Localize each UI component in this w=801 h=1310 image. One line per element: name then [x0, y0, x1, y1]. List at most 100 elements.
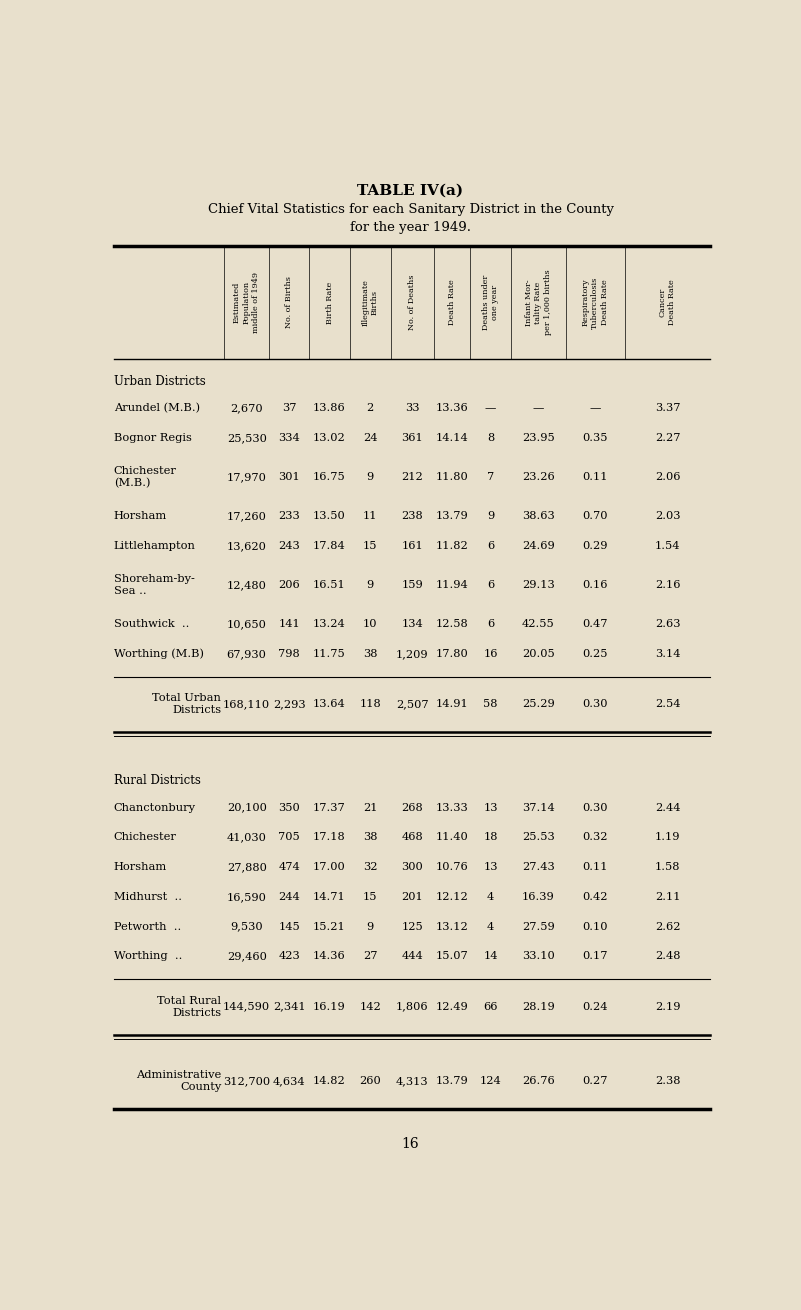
Text: 11.40: 11.40: [436, 832, 469, 842]
Text: TABLE IV(a): TABLE IV(a): [357, 183, 464, 198]
Text: 300: 300: [401, 862, 423, 872]
Text: 29,460: 29,460: [227, 951, 267, 962]
Text: 0.16: 0.16: [582, 580, 608, 590]
Text: —: —: [590, 403, 601, 413]
Text: 2.11: 2.11: [654, 892, 680, 901]
Text: 17,260: 17,260: [227, 511, 267, 521]
Text: 2.62: 2.62: [654, 922, 680, 931]
Text: 11.82: 11.82: [436, 541, 469, 550]
Text: Deaths under
one year: Deaths under one year: [481, 275, 500, 330]
Text: 14.71: 14.71: [313, 892, 346, 901]
Text: 21: 21: [363, 803, 377, 812]
Text: 14.14: 14.14: [436, 432, 469, 443]
Text: 13.79: 13.79: [436, 511, 469, 521]
Text: 1,209: 1,209: [396, 648, 429, 659]
Text: 361: 361: [401, 432, 423, 443]
Text: 4: 4: [487, 922, 494, 931]
Text: 15: 15: [363, 541, 377, 550]
Text: Horsham: Horsham: [114, 511, 167, 521]
Text: 238: 238: [401, 511, 423, 521]
Text: Littlehampton: Littlehampton: [114, 541, 195, 550]
Text: 1,806: 1,806: [396, 1002, 429, 1011]
Text: 705: 705: [278, 832, 300, 842]
Text: —: —: [485, 403, 497, 413]
Text: 16: 16: [401, 1137, 420, 1150]
Text: 27: 27: [363, 951, 377, 962]
Text: 8: 8: [487, 432, 494, 443]
Text: 17.37: 17.37: [313, 803, 346, 812]
Text: 212: 212: [401, 472, 423, 482]
Text: Chichester: Chichester: [114, 832, 177, 842]
Text: Administrative
County: Administrative County: [136, 1070, 221, 1093]
Text: 0.11: 0.11: [582, 472, 608, 482]
Text: 0.27: 0.27: [582, 1077, 608, 1086]
Text: 350: 350: [278, 803, 300, 812]
Text: 24: 24: [363, 432, 377, 443]
Text: 28.19: 28.19: [522, 1002, 555, 1011]
Text: 0.47: 0.47: [582, 620, 608, 629]
Text: 15.21: 15.21: [313, 922, 346, 931]
Text: 125: 125: [401, 922, 423, 931]
Text: Total Rural
Districts: Total Rural Districts: [157, 996, 221, 1018]
Text: Horsham: Horsham: [114, 862, 167, 872]
Text: Illegitimate
Births: Illegitimate Births: [361, 279, 379, 326]
Text: Birth Rate: Birth Rate: [325, 282, 333, 324]
Text: 25.29: 25.29: [522, 700, 555, 709]
Text: Petworth  ..: Petworth ..: [114, 922, 181, 931]
Text: 38: 38: [363, 648, 377, 659]
Text: 6: 6: [487, 580, 494, 590]
Text: 14.82: 14.82: [313, 1077, 346, 1086]
Text: 42.55: 42.55: [522, 620, 555, 629]
Text: 13: 13: [483, 803, 498, 812]
Text: 16.75: 16.75: [313, 472, 346, 482]
Text: 29.13: 29.13: [522, 580, 555, 590]
Text: 13.33: 13.33: [436, 803, 469, 812]
Text: Chichester
(M.B.): Chichester (M.B.): [114, 466, 177, 489]
Text: 17.84: 17.84: [313, 541, 346, 550]
Text: 312,700: 312,700: [223, 1077, 270, 1086]
Text: 2.03: 2.03: [654, 511, 680, 521]
Text: 12.58: 12.58: [436, 620, 469, 629]
Text: —: —: [533, 403, 544, 413]
Text: 0.24: 0.24: [582, 1002, 608, 1011]
Text: 334: 334: [278, 432, 300, 443]
Text: 13: 13: [483, 862, 498, 872]
Text: 134: 134: [401, 620, 423, 629]
Text: 13.12: 13.12: [436, 922, 469, 931]
Text: 2.38: 2.38: [654, 1077, 680, 1086]
Text: 23.26: 23.26: [522, 472, 555, 482]
Text: 24.69: 24.69: [522, 541, 555, 550]
Text: 38.63: 38.63: [522, 511, 555, 521]
Text: 11: 11: [363, 511, 377, 521]
Text: 14.36: 14.36: [313, 951, 346, 962]
Text: 16.19: 16.19: [313, 1002, 346, 1011]
Text: 32: 32: [363, 862, 377, 872]
Text: 14.91: 14.91: [436, 700, 469, 709]
Text: 4,313: 4,313: [396, 1077, 429, 1086]
Text: 33: 33: [405, 403, 420, 413]
Text: Chief Vital Statistics for each Sanitary District in the County
for the year 194: Chief Vital Statistics for each Sanitary…: [207, 203, 614, 233]
Text: 13.79: 13.79: [436, 1077, 469, 1086]
Text: 206: 206: [278, 580, 300, 590]
Text: 168,110: 168,110: [223, 700, 270, 709]
Text: 66: 66: [483, 1002, 498, 1011]
Text: 16.51: 16.51: [313, 580, 346, 590]
Text: 2.27: 2.27: [654, 432, 680, 443]
Text: 141: 141: [278, 620, 300, 629]
Text: No. of Deaths: No. of Deaths: [409, 275, 417, 330]
Text: 161: 161: [401, 541, 423, 550]
Text: 25,530: 25,530: [227, 432, 267, 443]
Text: 58: 58: [483, 700, 498, 709]
Text: 2,341: 2,341: [273, 1002, 305, 1011]
Text: 11.80: 11.80: [436, 472, 469, 482]
Text: 2,670: 2,670: [231, 403, 263, 413]
Text: 2.44: 2.44: [654, 803, 680, 812]
Text: 26.76: 26.76: [522, 1077, 555, 1086]
Text: Estimated
Population
middle of 1949: Estimated Population middle of 1949: [233, 272, 260, 333]
Text: 13,620: 13,620: [227, 541, 267, 550]
Text: 1.19: 1.19: [654, 832, 680, 842]
Text: 145: 145: [278, 922, 300, 931]
Text: Worthing  ..: Worthing ..: [114, 951, 182, 962]
Text: 27.59: 27.59: [522, 922, 555, 931]
Text: 2.54: 2.54: [654, 700, 680, 709]
